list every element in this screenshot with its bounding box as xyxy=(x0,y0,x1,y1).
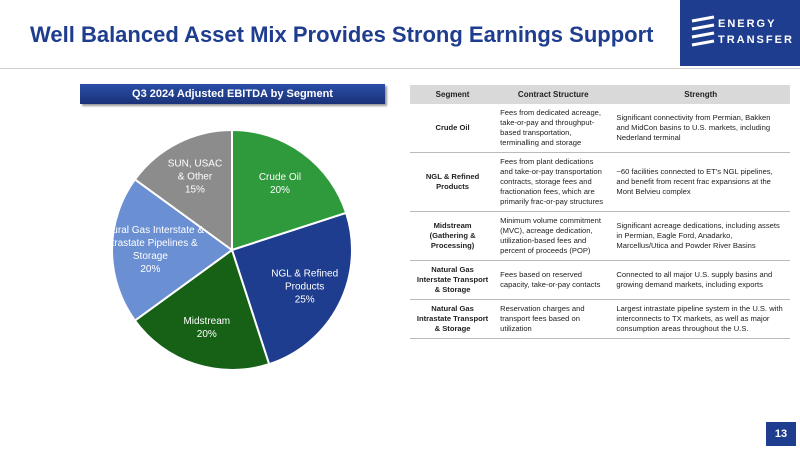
logo-text: ENERGY xyxy=(718,18,777,30)
table: Segment Contract Structure Strength Crude O… xyxy=(410,85,790,339)
header-row: Segment Contract Structure Strength xyxy=(410,85,790,104)
slice-value: 20% xyxy=(196,328,217,340)
slice-label: Natural Gas Interstate & Intrastate Pipe… xyxy=(95,224,205,276)
slice-value: 20% xyxy=(140,264,161,275)
logo-text: TRANSFER xyxy=(718,34,794,46)
pie-slice xyxy=(230,211,353,366)
table-cell: Significant connectivity from Permian, B… xyxy=(611,104,790,153)
table-row: Natural Gas Interstate Transport & Stora… xyxy=(410,260,790,300)
slice-label: SUN, USAC & Other 15% xyxy=(165,158,225,197)
divider xyxy=(0,68,800,69)
table-cell: Fees based on reserved capacity, take-or… xyxy=(495,260,612,300)
table-row: Midstream (Gathering & Processing) Minimu… xyxy=(410,211,790,261)
table-cell: Crude Oil xyxy=(410,104,496,153)
pie-slice xyxy=(231,128,348,252)
pie-slice xyxy=(133,128,233,252)
table-cell: Connected to all major U.S. supply basin… xyxy=(611,260,790,300)
column-header: Strength xyxy=(611,85,790,104)
column-header: Contract Structure xyxy=(495,85,612,104)
table-cell: Natural Gas Interstate Transport & Stora… xyxy=(410,260,496,300)
slice-label: Crude Oil 20% xyxy=(250,171,310,197)
table-row: NGL & Refined Products Fees from plant de… xyxy=(410,152,790,212)
pie-slice xyxy=(133,248,271,371)
table-cell: Fees from plant dedications and take-or-… xyxy=(495,152,612,212)
slice-name: Crude Oil xyxy=(258,171,302,183)
slice-label: NGL & Refined Products 25% xyxy=(265,268,345,307)
slice-name: NGL & Refined Products xyxy=(271,268,339,293)
table-cell: Minimum volume commitment (MVC), acreage… xyxy=(495,211,612,261)
slice-name: SUN, USAC & Other xyxy=(167,158,223,183)
pie-slice xyxy=(111,178,234,322)
slice-name: Natural Gas Interstate & Intrastate Pipe… xyxy=(96,225,205,262)
slide-title: Well Balanced Asset Mix Provides Strong … xyxy=(30,22,654,47)
table-row: Natural Gas Intrastate Transport & Stora… xyxy=(410,299,790,339)
table-cell: Natural Gas Intrastate Transport & Stora… xyxy=(410,299,496,339)
slice-label: Midstream 20% xyxy=(172,315,242,341)
column-header: Segment xyxy=(410,85,496,104)
table-cell: Largest intrastate pipeline system in th… xyxy=(611,299,790,339)
slice-value: 15% xyxy=(184,184,205,196)
slice-value: 20% xyxy=(269,184,290,196)
logo: ENERGY TRANSFER xyxy=(680,0,800,66)
slice-value: 25% xyxy=(294,294,315,306)
page-number: 13 xyxy=(766,422,796,446)
table-cell: Fees from dedicated acreage, take-or-pay… xyxy=(495,104,612,153)
table-cell: ~60 facilities connected to ET's NGL pip… xyxy=(611,152,790,212)
logo-icon xyxy=(691,15,715,47)
table-cell: Midstream (Gathering & Processing) xyxy=(410,211,496,261)
pie-chart xyxy=(111,128,353,371)
table-cell: Reservation charges and transport fees b… xyxy=(495,299,612,339)
slice-name: Midstream xyxy=(183,315,231,327)
chart-title: Q3 2024 Adjusted EBITDA by Segment xyxy=(80,84,385,104)
table-cell: NGL & Refined Products xyxy=(410,152,496,212)
table-cell: Significant acreage dedications, includi… xyxy=(611,211,790,261)
table-row: Crude Oil Fees from dedicated acreage, ta… xyxy=(410,104,790,153)
